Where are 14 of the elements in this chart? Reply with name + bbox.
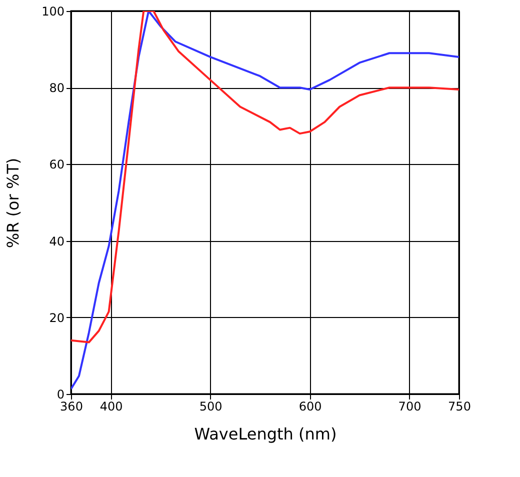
x-tick-label: 600 [298, 400, 322, 414]
y-tick-label: 100 [42, 4, 64, 18]
y-tick-label: 40 [49, 234, 64, 248]
y-tick-label: 0 [56, 388, 64, 402]
x-tick-label: 700 [398, 400, 422, 414]
x-axis-title: WaveLength (nm) [194, 424, 337, 444]
x-tick-label: 360 [60, 400, 83, 414]
x-tick-label: 400 [100, 400, 123, 414]
y-tick-label: 80 [49, 81, 64, 96]
y-tick-label: 20 [49, 310, 64, 325]
y-tick-label: 60 [49, 158, 64, 172]
x-tick-label: 500 [199, 400, 222, 414]
x-tick-label: 750 [448, 400, 471, 414]
y-axis-title: %R (or %T) [4, 158, 23, 248]
